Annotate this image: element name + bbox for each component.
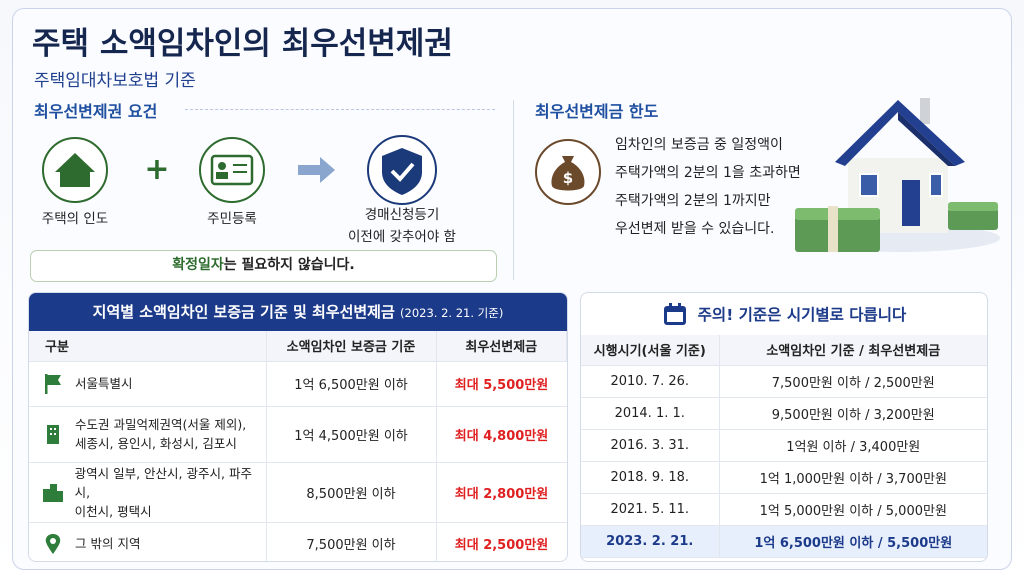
region-icon <box>45 533 61 554</box>
panel-date: (2023. 2. 21. 기준) <box>400 306 504 320</box>
region-name: 광역시 일부, 안산시, 광주시, 파주시, 이천시, 평택시 <box>75 464 265 521</box>
region: 그 밖의 지역 <box>41 532 265 556</box>
note-text: 는 필요하지 않습니다. <box>223 257 355 273</box>
table-row: 2016. 3. 31. 1억원 이하 / 3,400만원 <box>581 429 987 462</box>
region: 광역시 일부, 안산시, 광주시, 파주시, 이천시, 평택시 <box>41 464 265 521</box>
divider <box>185 109 495 110</box>
column-header: 최우선변제금 <box>436 331 567 362</box>
table-row: 2010. 7. 26. 7,500만원 이하 / 2,500만원 <box>581 365 987 398</box>
criteria: 7,500만원 이하 / 2,500만원 <box>719 365 987 398</box>
region-icon <box>43 484 63 502</box>
priority-amount: 최대 2,500만원 <box>436 522 567 561</box>
region-cell: 서울특별시 <box>29 361 267 407</box>
region-cell: 수도권 과밀억제권역(서울 제외), 세종시, 용인시, 화성시, 김포시 <box>29 406 267 463</box>
region-line: 광역시 일부, 안산시, 광주시, 파주시, <box>74 465 252 500</box>
table-row: 2018. 9. 18. 1억 1,000만원 이하 / 3,700만원 <box>581 461 987 494</box>
house-illustration <box>795 98 1000 252</box>
column-header: 구분 <box>29 331 267 362</box>
region-name: 그 밖의 지역 <box>75 534 140 553</box>
limit-line: 주택가액의 2분의 1을 초과하면 <box>615 165 801 181</box>
region-line: 세종시, 용인시, 화성시, 김포시 <box>75 436 237 451</box>
svg-text:$: $ <box>563 169 573 187</box>
criteria: 1억원 이하 / 3,400만원 <box>719 429 987 462</box>
region-line: 수도권 과밀억제권역(서울 제외), <box>75 417 247 432</box>
money-icon: $ <box>535 139 601 205</box>
region-line: 서울특별시 <box>75 376 133 391</box>
column-header: 시행시기(서울 기준) <box>581 335 720 366</box>
region-cell: 그 밖의 지역 <box>29 522 267 561</box>
region-icon <box>45 373 61 394</box>
region-name: 수도권 과밀억제권역(서울 제외), 세종시, 용인시, 화성시, 김포시 <box>75 415 246 453</box>
regional-panel: 지역별 소액임차인 보증금 기준 및 최우선변제금 (2023. 2. 21. … <box>28 292 568 562</box>
effective-date: 2023. 2. 21. <box>581 525 720 558</box>
effective-date: 2021. 5. 11. <box>581 493 720 526</box>
header-row: 시행시기(서울 기준) 소액임차인 기준 / 최우선변제금 <box>581 335 987 366</box>
effective-date: 2016. 3. 31. <box>581 429 720 462</box>
note: 확정일자는 필요하지 않습니다. <box>30 250 497 282</box>
panel-title: 지역별 소액임차인 보증금 기준 및 최우선변제금 (2023. 2. 21. … <box>29 293 567 331</box>
region: 서울특별시 <box>41 372 265 396</box>
criteria: 1억 1,000만원 이하 / 3,700만원 <box>719 461 987 494</box>
section-title: 최우선변제금 한도 <box>535 102 659 121</box>
limit-line: 주택가액의 2분의 1까지만 <box>615 193 771 209</box>
history-table: 시행시기(서울 기준) 소액임차인 기준 / 최우선변제금 2010. 7. 26.… <box>581 335 987 558</box>
table-row: 2023. 2. 21. 1억 6,500만원 이하 / 5,500만원 <box>581 525 987 558</box>
subtitle: 주택임대차보호법 기준 <box>34 71 196 91</box>
title: 주택 소액임차인의 최우선변제권 <box>32 26 453 62</box>
region-cell: 광역시 일부, 안산시, 광주시, 파주시, 이천시, 평택시 <box>29 462 267 523</box>
priority-amount: 최대 4,800만원 <box>436 406 567 463</box>
requirement-line: 경매신청등기 <box>364 207 440 223</box>
limit-line: 임차인의 보증금 중 일정액이 <box>615 137 783 153</box>
requirement: 주민등록 <box>207 211 257 227</box>
regional-table: 구분 소액임차인 보증금 기준 최우선변제금 서울특별시 1억 6,500만원 이하 최대… <box>29 331 567 561</box>
requirement-icons: + <box>42 135 437 205</box>
deposit: 1억 4,500만원 이하 <box>266 406 437 463</box>
history-panel: 주의! 기준은 시기별로 다릅니다 시행시기(서울 기준) 소액임차인 기준 / … <box>580 292 988 562</box>
table-row: 수도권 과밀억제권역(서울 제외), 세종시, 용인시, 화성시, 김포시 1억 4… <box>29 406 567 463</box>
requirement: 주택의 인도 <box>41 211 109 227</box>
panel-title-text: 지역별 소액임차인 보증금 기준 및 최우선변제금 <box>92 303 395 321</box>
panel-title: 주의! 기준은 시기별로 다릅니다 <box>581 293 987 335</box>
divider <box>513 100 514 280</box>
priority-amount: 최대 2,800만원 <box>436 462 567 523</box>
note-emph: 확정일자 <box>172 257 224 273</box>
region-line: 이천시, 평택시 <box>74 503 152 519</box>
panel-title-text: 주의! 기준은 시기별로 다릅니다 <box>697 306 907 324</box>
region-name: 서울특별시 <box>75 374 133 393</box>
requirement-line: 이전에 갖추어야 함 <box>348 229 456 245</box>
region-icon <box>47 425 59 444</box>
criteria: 9,500만원 이하 / 3,200만원 <box>719 397 987 430</box>
table-row: 서울특별시 1억 6,500만원 이하 최대 5,500만원 <box>29 361 567 407</box>
effective-date: 2018. 9. 18. <box>581 461 720 494</box>
table-row: 광역시 일부, 안산시, 광주시, 파주시, 이천시, 평택시 8,500만원 이하… <box>29 462 567 523</box>
table-row: 2021. 5. 11. 1억 5,000만원 이하 / 5,000만원 <box>581 493 987 526</box>
header-row: 구분 소액임차인 보증금 기준 최우선변제금 <box>29 331 567 362</box>
effective-date: 2010. 7. 26. <box>581 365 720 398</box>
deposit: 7,500만원 이하 <box>266 522 437 561</box>
criteria: 1억 6,500만원 이하 / 5,500만원 <box>719 525 987 558</box>
region: 수도권 과밀억제권역(서울 제외), 세종시, 용인시, 화성시, 김포시 <box>41 415 265 453</box>
priority-amount: 최대 5,500만원 <box>436 361 567 407</box>
criteria: 1억 5,000만원 이하 / 5,000만원 <box>719 493 987 526</box>
deposit: 1억 6,500만원 이하 <box>266 361 437 407</box>
calendar-icon <box>663 303 686 325</box>
svg-text:+: + <box>144 152 169 187</box>
table-row: 그 밖의 지역 7,500만원 이하 최대 2,500만원 <box>29 522 567 561</box>
limit-line: 우선변제 받을 수 있습니다. <box>615 221 775 237</box>
column-header: 소액임차인 기준 / 최우선변제금 <box>719 335 987 366</box>
column-header: 소액임차인 보증금 기준 <box>266 331 437 362</box>
section-title: 최우선변제권 요건 <box>34 102 158 121</box>
deposit: 8,500만원 이하 <box>266 462 437 523</box>
effective-date: 2014. 1. 1. <box>581 397 720 430</box>
region-line: 그 밖의 지역 <box>75 536 141 551</box>
table-row: 2014. 1. 1. 9,500만원 이하 / 3,200만원 <box>581 397 987 430</box>
